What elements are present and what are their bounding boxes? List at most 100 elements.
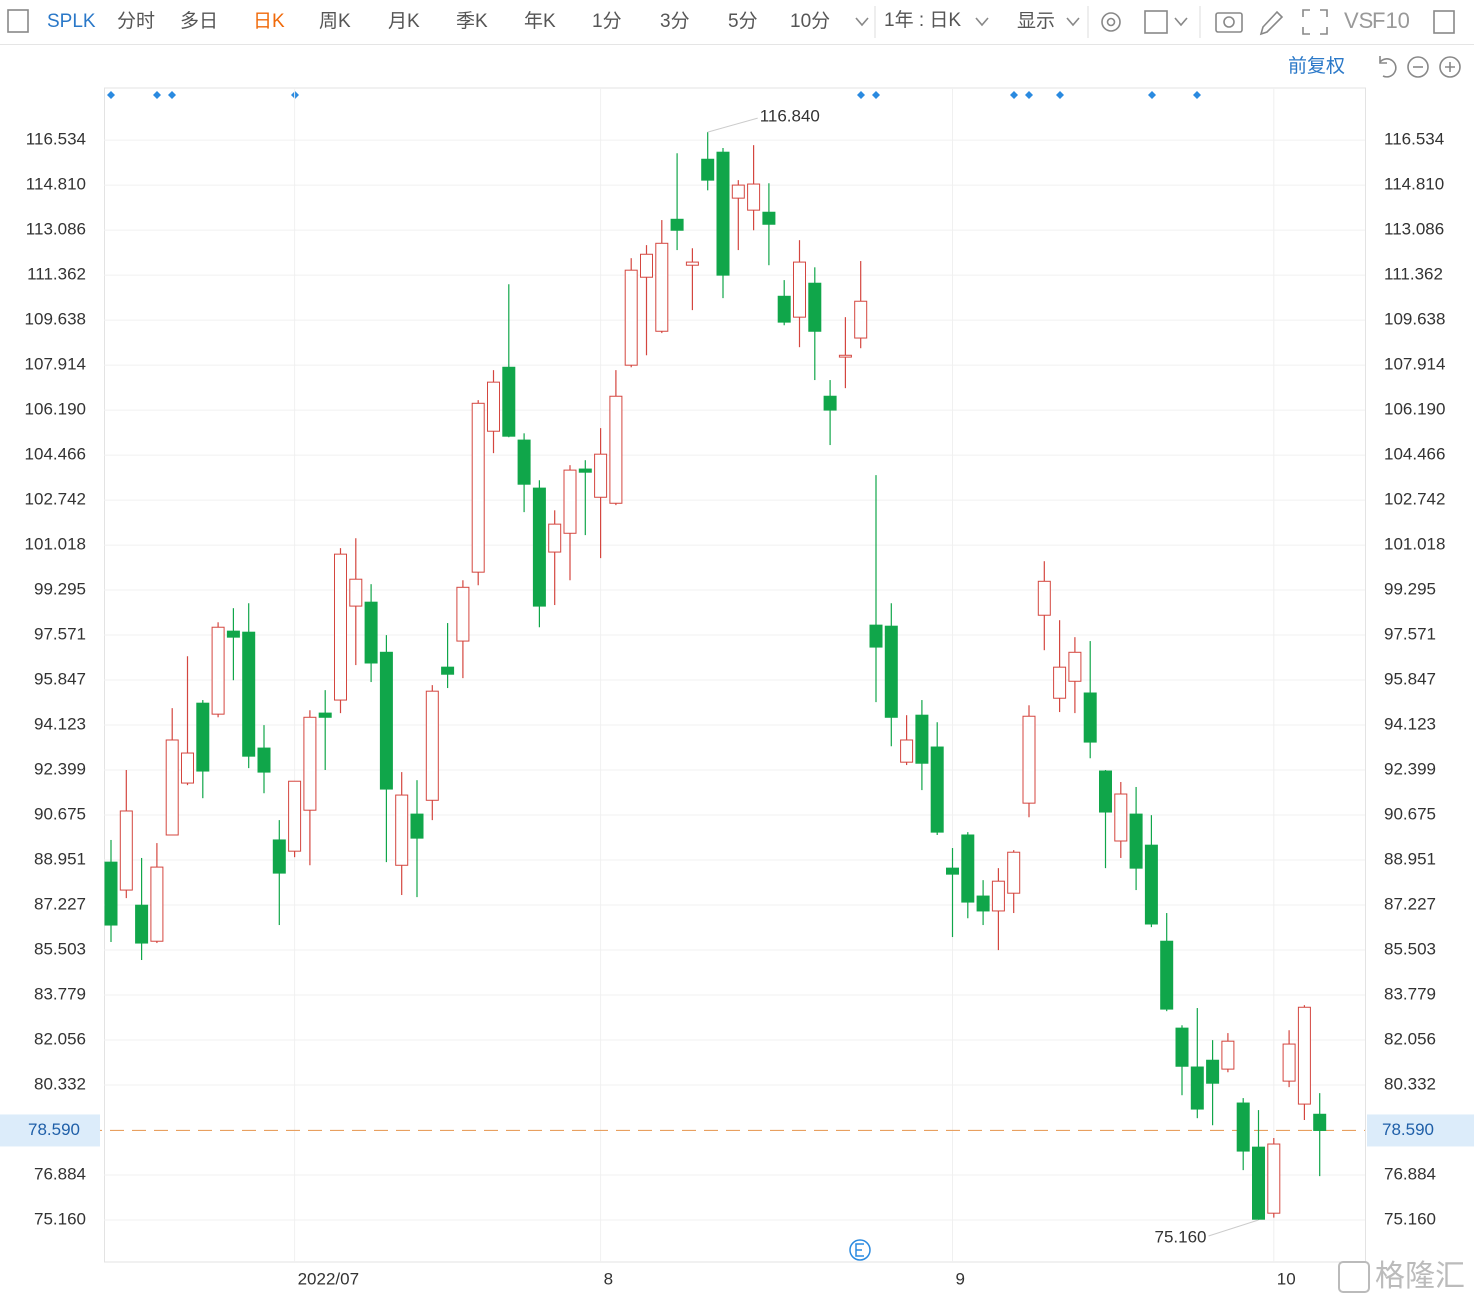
candle-body-down xyxy=(1083,692,1097,743)
x-tick-label: 2022/07 xyxy=(298,1269,359,1288)
candle-body-up xyxy=(1068,651,1082,682)
range-select[interactable]: 1年 : 日K xyxy=(884,9,961,31)
candle-body-down xyxy=(1190,1066,1204,1110)
candle-body-up xyxy=(1053,666,1067,699)
low-label: 75.160 xyxy=(1155,1227,1207,1246)
zoom-in-plus xyxy=(1445,62,1455,72)
period-tab[interactable]: 3分 xyxy=(660,10,690,32)
candle-body-down xyxy=(1144,844,1158,925)
plot: 116.534 116.534 114.810 114.810 113.086 113.0… xyxy=(0,88,1474,1288)
y-tick-label-left: 102.742 xyxy=(25,490,86,509)
y-tick-label-right: 111.362 xyxy=(1384,265,1443,284)
candle-body-up xyxy=(395,794,409,866)
undo-icon[interactable] xyxy=(1379,56,1397,78)
range-chevron[interactable] xyxy=(975,17,989,27)
candle-body-down xyxy=(701,158,715,181)
compare-button[interactable]: VS xyxy=(1344,8,1373,33)
candle-body-down xyxy=(441,666,455,675)
high-label: 116.840 xyxy=(760,107,820,126)
candle-body-up xyxy=(119,810,133,891)
y-tick-label-left: 101.018 xyxy=(25,535,86,554)
y-tick-label-left: 114.810 xyxy=(26,175,86,194)
draw-icon[interactable] xyxy=(1259,10,1284,36)
candle-body-up xyxy=(900,739,914,763)
signal-diamonds[interactable] xyxy=(107,91,1201,99)
y-tick-label-left: 116.534 xyxy=(26,130,86,149)
stock-symbol[interactable]: SPLK xyxy=(47,11,96,32)
period-tab[interactable]: 10分 xyxy=(790,10,830,32)
x-tick-label: 9 xyxy=(956,1269,965,1288)
y-tick-label-left: 80.332 xyxy=(34,1074,86,1093)
period-tab[interactable]: 周K xyxy=(319,11,351,32)
period-tab[interactable]: 分时 xyxy=(117,10,155,32)
watermark: 格隆汇 xyxy=(1375,1260,1465,1293)
watermark-logo xyxy=(1338,1261,1370,1293)
indicator-chevron[interactable] xyxy=(1174,17,1188,27)
y-tick-label-right: 104.466 xyxy=(1384,445,1445,464)
y-tick-label-right: 82.056 xyxy=(1384,1029,1436,1048)
candle-body-down xyxy=(670,218,684,231)
candle-body-down xyxy=(1099,770,1112,813)
candle-body-down xyxy=(226,630,240,638)
candle-body-down xyxy=(1175,1027,1189,1067)
candle-body-up xyxy=(624,269,638,366)
display-menu[interactable]: 显示 xyxy=(1017,11,1055,32)
y-tick-label-right: 114.810 xyxy=(1384,175,1444,194)
candle-body-down xyxy=(502,366,516,437)
earnings-marker-e xyxy=(855,1243,864,1257)
candle-body-down xyxy=(104,861,118,926)
low-pointer xyxy=(1208,1219,1259,1237)
period-tab[interactable]: 1分 xyxy=(592,10,622,32)
y-tick-label-right: 92.399 xyxy=(1384,760,1436,779)
candle-body-down xyxy=(318,712,332,718)
candle-body-down xyxy=(961,834,975,903)
candle-body-down xyxy=(823,395,837,411)
candle-body-down xyxy=(135,904,149,944)
period-tab-active[interactable]: 日K xyxy=(253,11,285,32)
panel-toggle-icon[interactable] xyxy=(7,9,29,33)
adjust-button[interactable]: 前复权 xyxy=(1288,55,1345,77)
candle-body-up xyxy=(1037,580,1051,616)
period-tab[interactable]: 年K xyxy=(524,10,556,32)
y-tick-label-left: 90.675 xyxy=(34,805,86,824)
candle-body-down xyxy=(1236,1102,1250,1152)
side-panel-icon[interactable] xyxy=(1433,10,1455,34)
candle-body-up xyxy=(655,242,669,332)
candle-body-down xyxy=(808,282,822,332)
y-tick-label-left: 107.914 xyxy=(25,355,86,374)
period-tab[interactable]: 月K xyxy=(388,11,420,32)
y-tick-label-left: 94.123 xyxy=(34,715,86,734)
display-chevron[interactable] xyxy=(1066,17,1080,27)
high-pointer xyxy=(707,117,758,133)
candle-body-down xyxy=(410,813,424,839)
y-tick-label-right: 75.160 xyxy=(1384,1209,1436,1228)
y-tick-label-right: 99.295 xyxy=(1384,580,1436,599)
fullscreen-icon[interactable] xyxy=(1302,9,1328,35)
y-tick-label-left: 85.503 xyxy=(34,940,86,959)
candle-body-down xyxy=(364,601,378,664)
period-tab[interactable]: 5分 xyxy=(728,10,758,32)
candle-body-down xyxy=(242,631,256,757)
zoom-in-icon[interactable] xyxy=(1439,56,1461,78)
candle-body-up xyxy=(854,300,868,339)
candle-body-down xyxy=(1252,1146,1265,1220)
period-tab[interactable]: 多日 xyxy=(180,10,218,32)
y-tick-label-right: 94.123 xyxy=(1384,715,1436,734)
y-tick-label-right: 116.534 xyxy=(1384,130,1444,149)
zoom-out-icon[interactable] xyxy=(1407,56,1429,78)
y-tick-label-left: 99.295 xyxy=(34,580,86,599)
period-tab[interactable]: 季K xyxy=(456,10,488,32)
candle-body-up xyxy=(165,739,179,836)
settings-icon-center xyxy=(1106,17,1116,27)
y-tick-label-left: 97.571 xyxy=(34,625,86,644)
candle-body-up xyxy=(594,453,608,498)
camera-icon[interactable] xyxy=(1215,12,1243,33)
candle-body-down xyxy=(915,714,929,764)
settings-icon[interactable] xyxy=(1101,12,1121,32)
candle-body-down xyxy=(884,625,898,718)
candle-body-up xyxy=(563,469,577,534)
f10-button[interactable]: F10 xyxy=(1372,8,1410,33)
indicator-icon[interactable] xyxy=(1144,10,1168,34)
y-tick-label-right: 80.332 xyxy=(1384,1074,1436,1093)
more-chevron[interactable] xyxy=(855,17,869,27)
